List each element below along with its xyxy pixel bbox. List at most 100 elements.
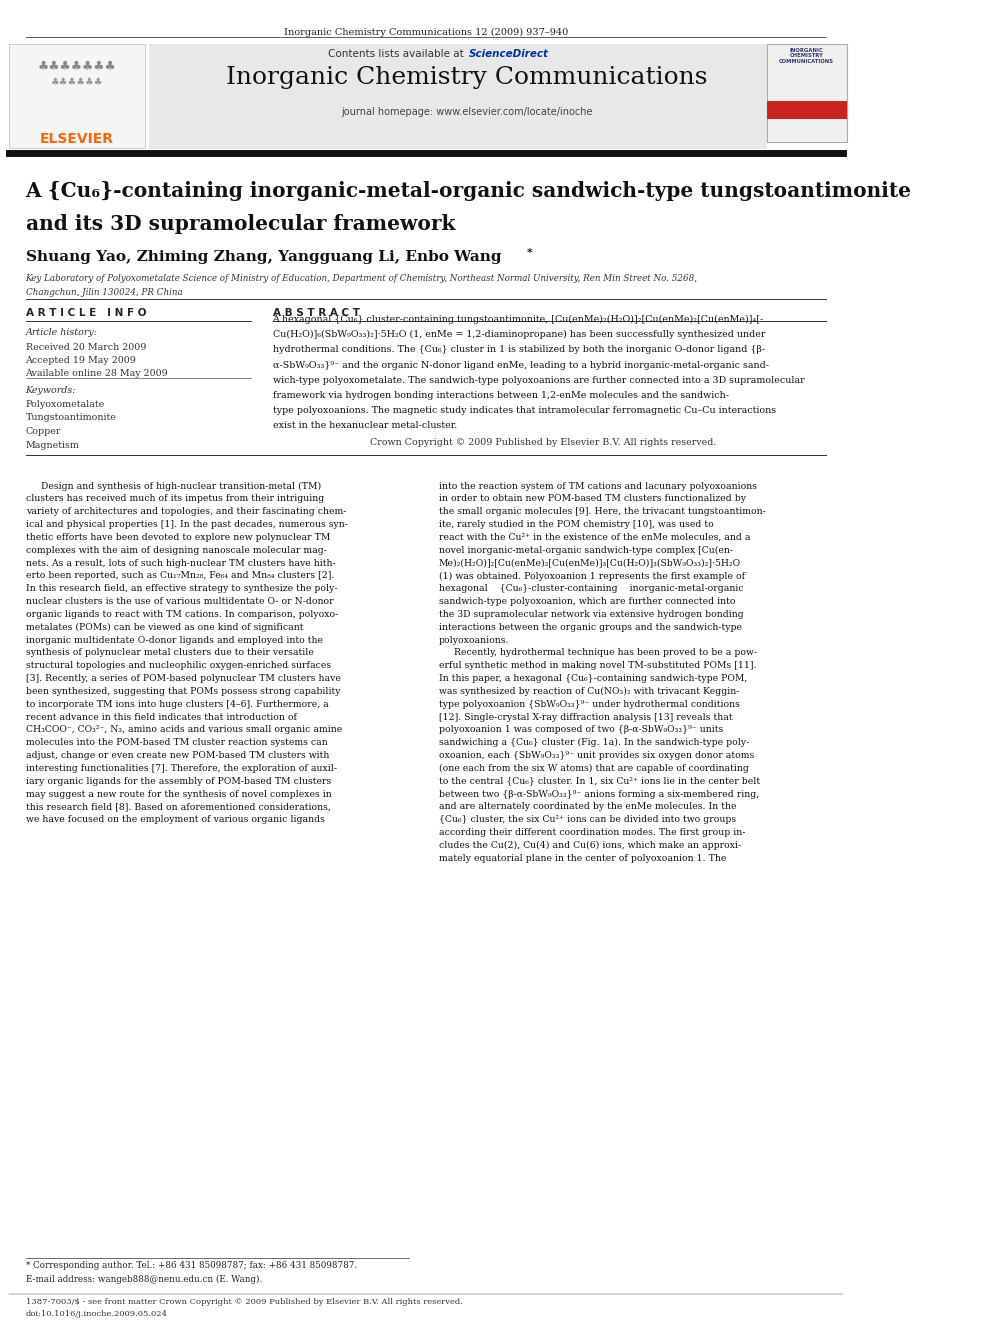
Text: between two {β-α-SbW₉O₃₃}⁹⁻ anions forming a six-membered ring,: between two {β-α-SbW₉O₃₃}⁹⁻ anions formi…: [438, 790, 759, 799]
Text: may suggest a new route for the synthesis of novel complexes in: may suggest a new route for the synthesi…: [26, 790, 331, 799]
Text: polyoxoanion 1 was composed of two {β-α-SbW₉O₃₃}⁹⁻ units: polyoxoanion 1 was composed of two {β-α-…: [438, 725, 723, 734]
Text: react with the Cu²⁺ in the existence of the enMe molecules, and a: react with the Cu²⁺ in the existence of …: [438, 533, 750, 542]
Text: 1387-7003/$ - see front matter Crown Copyright © 2009 Published by Elsevier B.V.: 1387-7003/$ - see front matter Crown Cop…: [26, 1298, 462, 1306]
Text: Recently, hydrothermal technique has been proved to be a pow-: Recently, hydrothermal technique has bee…: [438, 648, 757, 658]
Text: sandwiching a {Cu₆} cluster (Fig. 1a). In the sandwich-type poly-: sandwiching a {Cu₆} cluster (Fig. 1a). I…: [438, 738, 749, 747]
Text: * Corresponding author. Tel.: +86 431 85098787; fax: +86 431 85098787.: * Corresponding author. Tel.: +86 431 85…: [26, 1261, 357, 1270]
Text: Changchun, Jilin 130024, PR China: Changchun, Jilin 130024, PR China: [26, 288, 183, 298]
Text: {Cu₆} cluster, the six Cu²⁺ ions can be divided into two groups: {Cu₆} cluster, the six Cu²⁺ ions can be …: [438, 815, 736, 824]
Text: ♣♣♣♣♣♣: ♣♣♣♣♣♣: [51, 77, 103, 87]
Text: Keywords:: Keywords:: [26, 386, 76, 396]
Text: hexagonal    {Cu₆}-cluster-containing    inorganic-metal-organic: hexagonal {Cu₆}-cluster-containing inorg…: [438, 585, 743, 593]
Text: *: *: [527, 247, 533, 258]
Text: A R T I C L E   I N F O: A R T I C L E I N F O: [26, 308, 146, 319]
Text: Crown Copyright © 2009 Published by Elsevier B.V. All rights reserved.: Crown Copyright © 2009 Published by Else…: [370, 438, 716, 447]
Text: cludes the Cu(2), Cu(4) and Cu(6) ions, which make an approxi-: cludes the Cu(2), Cu(4) and Cu(6) ions, …: [438, 841, 741, 849]
Text: CH₃COO⁻, CO₃²⁻, N₃, amino acids and various small organic amine: CH₃COO⁻, CO₃²⁻, N₃, amino acids and vari…: [26, 725, 342, 734]
Text: A {Cu₆}-containing inorganic-metal-organic sandwich-type tungstoantimonite: A {Cu₆}-containing inorganic-metal-organ…: [26, 181, 912, 201]
Text: mately equatorial plane in the center of polyoxoanion 1. The: mately equatorial plane in the center of…: [438, 853, 726, 863]
Text: thetic efforts have been devoted to explore new polynuclear TM: thetic efforts have been devoted to expl…: [26, 533, 330, 542]
Text: hydrothermal conditions. The {Cu₆} cluster in 1 is stabilized by both the inorga: hydrothermal conditions. The {Cu₆} clust…: [273, 345, 765, 355]
Text: interactions between the organic groups and the sandwich-type: interactions between the organic groups …: [438, 623, 742, 632]
Text: framework via hydrogen bonding interactions between 1,2-enMe molecules and the s: framework via hydrogen bonding interacti…: [273, 390, 728, 400]
Text: A B S T R A C T: A B S T R A C T: [273, 308, 359, 319]
Text: Accepted 19 May 2009: Accepted 19 May 2009: [26, 356, 137, 365]
Text: variety of architectures and topologies, and their fascinating chem-: variety of architectures and topologies,…: [26, 507, 346, 516]
Text: E-mail address: wangeb888@nenu.edu.cn (E. Wang).: E-mail address: wangeb888@nenu.edu.cn (E…: [26, 1275, 262, 1285]
Text: nets. As a result, lots of such high-nuclear TM clusters have hith-: nets. As a result, lots of such high-nuc…: [26, 558, 335, 568]
Text: molecules into the POM-based TM cluster reaction systems can: molecules into the POM-based TM cluster …: [26, 738, 327, 747]
Text: ♣♣♣♣♣♣♣: ♣♣♣♣♣♣♣: [38, 60, 116, 73]
Text: Shuang Yao, Zhiming Zhang, Yangguang Li, Enbo Wang: Shuang Yao, Zhiming Zhang, Yangguang Li,…: [26, 250, 501, 265]
Text: INORGANIC
CHEMISTRY
COMMUNICATIONS: INORGANIC CHEMISTRY COMMUNICATIONS: [779, 48, 834, 65]
Text: Polyoxometalate: Polyoxometalate: [26, 400, 105, 409]
Text: clusters has received much of its impetus from their intriguing: clusters has received much of its impetu…: [26, 495, 323, 504]
Text: and its 3D supramolecular framework: and its 3D supramolecular framework: [26, 214, 455, 234]
Text: to incorporate TM ions into huge clusters [4–6]. Furthermore, a: to incorporate TM ions into huge cluster…: [26, 700, 328, 709]
Text: inorganic multidentate O-donor ligands and employed into the: inorganic multidentate O-donor ligands a…: [26, 635, 322, 644]
Text: [12]. Single-crystal X-ray diffraction analysis [13] reveals that: [12]. Single-crystal X-ray diffraction a…: [438, 713, 732, 721]
Text: exist in the hexanuclear metal-cluster.: exist in the hexanuclear metal-cluster.: [273, 421, 456, 430]
Text: polyoxoanions.: polyoxoanions.: [438, 635, 509, 644]
Text: Copper: Copper: [26, 427, 61, 437]
Text: this research field [8]. Based on aforementioned considerations,: this research field [8]. Based on aforem…: [26, 802, 330, 811]
Text: oxoanion, each {SbW₉O₃₃}⁹⁻ unit provides six oxygen donor atoms: oxoanion, each {SbW₉O₃₃}⁹⁻ unit provides…: [438, 751, 754, 761]
Text: we have focused on the employment of various organic ligands: we have focused on the employment of var…: [26, 815, 324, 824]
Text: α-SbW₉O₃₃}⁹⁻ and the organic N-donor ligand enMe, leading to a hybrid inorganic-: α-SbW₉O₃₃}⁹⁻ and the organic N-donor lig…: [273, 360, 769, 369]
FancyBboxPatch shape: [9, 44, 145, 148]
Text: to the central {Cu₆} cluster. In 1, six Cu²⁺ ions lie in the center belt: to the central {Cu₆} cluster. In 1, six …: [438, 777, 760, 786]
Text: metalates (POMs) can be viewed as one kind of significant: metalates (POMs) can be viewed as one ki…: [26, 623, 303, 632]
Text: type polyoxoanions. The magnetic study indicates that intramolecular ferromagnet: type polyoxoanions. The magnetic study i…: [273, 406, 776, 415]
Text: interesting functionalities [7]. Therefore, the exploration of auxil-: interesting functionalities [7]. Therefo…: [26, 763, 336, 773]
Text: ite, rarely studied in the POM chemistry [10], was used to: ite, rarely studied in the POM chemistry…: [438, 520, 713, 529]
Text: A hexagonal {Cu₆} cluster-containing tungstoantimonite, [Cu(enMe)₂(H₂O)]₂[Cu(enM: A hexagonal {Cu₆} cluster-containing tun…: [273, 315, 764, 324]
Text: recent advance in this field indicates that introduction of: recent advance in this field indicates t…: [26, 713, 297, 721]
Text: Inorganic Chemistry Communications 12 (2009) 937–940: Inorganic Chemistry Communications 12 (2…: [284, 28, 568, 37]
Text: nuclear clusters is the use of various multidentate O- or N-donor: nuclear clusters is the use of various m…: [26, 597, 333, 606]
Text: into the reaction system of TM cations and lacunary polyoxoanions: into the reaction system of TM cations a…: [438, 482, 757, 491]
Text: journal homepage: www.elsevier.com/locate/inoche: journal homepage: www.elsevier.com/locat…: [341, 107, 592, 118]
Text: (one each from the six W atoms) that are capable of coordinating: (one each from the six W atoms) that are…: [438, 763, 749, 773]
Text: the small organic molecules [9]. Here, the trivacant tungstoantimon-: the small organic molecules [9]. Here, t…: [438, 507, 766, 516]
Text: ScienceDirect: ScienceDirect: [468, 49, 549, 60]
Text: [3]. Recently, a series of POM-based polynuclear TM clusters have: [3]. Recently, a series of POM-based pol…: [26, 675, 340, 683]
Text: Magnetism: Magnetism: [26, 441, 79, 450]
Text: (1) was obtained. Polyoxoanion 1 represents the first example of: (1) was obtained. Polyoxoanion 1 represe…: [438, 572, 745, 581]
Text: been synthesized, suggesting that POMs possess strong capability: been synthesized, suggesting that POMs p…: [26, 687, 340, 696]
Text: doi:10.1016/j.inoche.2009.05.024: doi:10.1016/j.inoche.2009.05.024: [26, 1310, 168, 1318]
Text: Cu(H₂O)]₆(SbW₉O₃₃)₂]·5H₂O (1, enMe = 1,2-diaminopropane) has been successfully s: Cu(H₂O)]₆(SbW₉O₃₃)₂]·5H₂O (1, enMe = 1,2…: [273, 329, 765, 339]
Text: sandwich-type polyoxoanion, which are further connected into: sandwich-type polyoxoanion, which are fu…: [438, 597, 735, 606]
Text: in order to obtain new POM-based TM clusters functionalized by: in order to obtain new POM-based TM clus…: [438, 495, 746, 504]
Text: erful synthetic method in making novel TM-substituted POMs [11].: erful synthetic method in making novel T…: [438, 662, 756, 671]
Text: organic ligands to react with TM cations. In comparison, polyoxo-: organic ligands to react with TM cations…: [26, 610, 338, 619]
Text: Key Laboratory of Polyoxometalate Science of Ministry of Education, Department o: Key Laboratory of Polyoxometalate Scienc…: [26, 274, 697, 283]
Text: Design and synthesis of high-nuclear transition-metal (TM): Design and synthesis of high-nuclear tra…: [26, 482, 320, 491]
Text: type polyoxoanion {SbW₉O₃₃}⁹⁻ under hydrothermal conditions: type polyoxoanion {SbW₉O₃₃}⁹⁻ under hydr…: [438, 700, 739, 709]
Text: Contents lists available at: Contents lists available at: [327, 49, 467, 60]
Text: structural topologies and nucleophilic oxygen-enriched surfaces: structural topologies and nucleophilic o…: [26, 662, 330, 671]
Text: synthesis of polynuclear metal clusters due to their versatile: synthesis of polynuclear metal clusters …: [26, 648, 313, 658]
Text: novel inorganic-metal-organic sandwich-type complex [Cu(en-: novel inorganic-metal-organic sandwich-t…: [438, 545, 733, 554]
FancyBboxPatch shape: [767, 101, 847, 119]
Text: wich-type polyoxometalate. The sandwich-type polyoxoanions are further connected: wich-type polyoxometalate. The sandwich-…: [273, 376, 805, 385]
Text: ELSEVIER: ELSEVIER: [40, 132, 114, 147]
Text: Tungstoantimonite: Tungstoantimonite: [26, 413, 116, 422]
Text: erto been reported, such as Cu₁₇Mn₂₈, Fe₆₄ and Mn₈₄ clusters [2].: erto been reported, such as Cu₁₇Mn₂₈, Fe…: [26, 572, 334, 581]
Text: Available online 28 May 2009: Available online 28 May 2009: [26, 369, 169, 378]
Text: Article history:: Article history:: [26, 328, 97, 337]
Text: Inorganic Chemistry Communications: Inorganic Chemistry Communications: [226, 66, 707, 89]
FancyBboxPatch shape: [767, 44, 847, 142]
Text: ical and physical properties [1]. In the past decades, numerous syn-: ical and physical properties [1]. In the…: [26, 520, 347, 529]
Text: In this paper, a hexagonal {Cu₆}-containing sandwich-type POM,: In this paper, a hexagonal {Cu₆}-contain…: [438, 675, 747, 683]
Text: complexes with the aim of designing nanoscale molecular mag-: complexes with the aim of designing nano…: [26, 545, 326, 554]
Text: In this research field, an effective strategy to synthesize the poly-: In this research field, an effective str…: [26, 585, 337, 593]
Text: iary organic ligands for the assembly of POM-based TM clusters: iary organic ligands for the assembly of…: [26, 777, 330, 786]
Text: the 3D supramolecular network via extensive hydrogen bonding: the 3D supramolecular network via extens…: [438, 610, 743, 619]
FancyBboxPatch shape: [149, 44, 767, 149]
Text: Received 20 March 2009: Received 20 March 2009: [26, 343, 146, 352]
Text: according their different coordination modes. The first group in-: according their different coordination m…: [438, 828, 745, 837]
Text: adjust, change or even create new POM-based TM clusters with: adjust, change or even create new POM-ba…: [26, 751, 329, 761]
Text: Me)₂(H₂O)]₂[Cu(enMe)₂[Cu(enMe)]₃[Cu(H₂O)]₃(SbW₉O₃₃)₂]·5H₂O: Me)₂(H₂O)]₂[Cu(enMe)₂[Cu(enMe)]₃[Cu(H₂O)…: [438, 558, 741, 568]
Text: was synthesized by reaction of Cu(NO₃)₂ with trivacant Keggin-: was synthesized by reaction of Cu(NO₃)₂ …: [438, 687, 739, 696]
Text: and are alternately coordinated by the enMe molecules. In the: and are alternately coordinated by the e…: [438, 802, 736, 811]
